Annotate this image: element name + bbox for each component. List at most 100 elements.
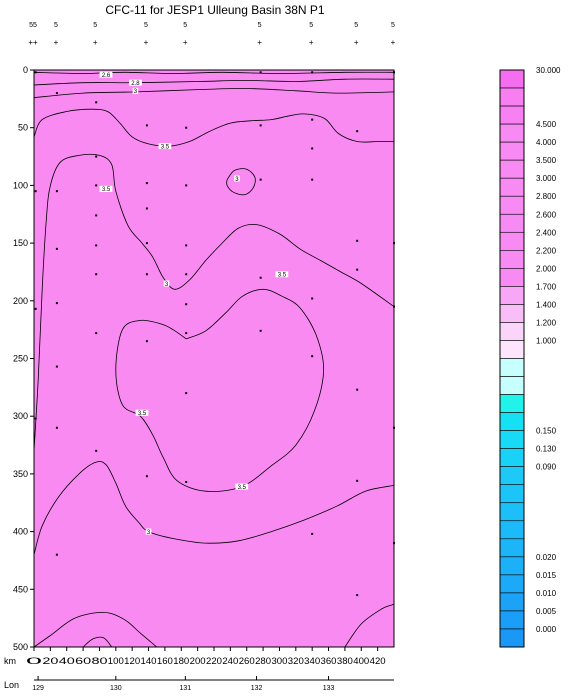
sample-point xyxy=(311,532,314,535)
sample-point xyxy=(55,302,58,305)
contour-label: 3.5 xyxy=(161,144,170,150)
lon-tick-label: 132 xyxy=(251,685,263,692)
contour-line xyxy=(82,636,113,648)
contour-label-bg xyxy=(275,271,289,278)
x-tick-label: 100 xyxy=(108,656,124,666)
plot-area xyxy=(34,70,394,647)
colorbar-label: 2.200 xyxy=(536,246,557,255)
contour-label-bg xyxy=(132,87,139,94)
colorbar-label: 2.400 xyxy=(536,228,557,237)
colorbar-swatch xyxy=(499,213,525,233)
sample-point xyxy=(259,178,262,181)
x-tick-label: 60 xyxy=(75,656,91,666)
colorbar-swatch xyxy=(499,322,525,341)
sample-point xyxy=(185,184,188,187)
sample-point xyxy=(356,479,359,482)
colorbar-label: 1.000 xyxy=(536,336,557,345)
colorbar-swatch xyxy=(499,304,525,323)
colorbar-swatch xyxy=(499,430,525,449)
chart-title: CFC-11 for JESP1 Ulleung Basin 38N P1 xyxy=(105,3,325,17)
sample-point xyxy=(55,426,58,429)
colorbar-label: 1.200 xyxy=(536,318,557,327)
contour-label-bg xyxy=(158,143,172,150)
sample-point xyxy=(95,101,98,104)
colorbar-swatch xyxy=(499,340,525,359)
sample-point xyxy=(55,190,58,193)
sample-point xyxy=(95,273,98,276)
x-tick-label: 140 xyxy=(141,656,157,666)
colorbar-swatch xyxy=(499,538,525,558)
y-tick-label: 50 xyxy=(18,123,28,133)
contour-label-bg xyxy=(129,79,142,86)
colorbar-swatch xyxy=(499,376,525,395)
sample-point xyxy=(145,207,148,210)
x-axis-label-lon: Lon xyxy=(4,680,19,690)
sample-point xyxy=(311,297,314,300)
x-tick-label: 40 xyxy=(59,656,75,666)
colorbar-swatch xyxy=(499,105,525,125)
y-tick-label: 250 xyxy=(13,354,28,364)
sample-point xyxy=(311,71,314,74)
contour-label: 3.5 xyxy=(138,411,147,417)
colorbar-swatch xyxy=(499,412,525,431)
contour-label-bg xyxy=(145,528,152,535)
contour-label: 2.6 xyxy=(102,73,111,79)
colorbar-swatch xyxy=(499,195,525,215)
x-tick-label: 80 xyxy=(91,656,107,666)
colorbar-label: 4.000 xyxy=(536,138,557,147)
sample-point xyxy=(356,130,359,133)
colorbar-swatch xyxy=(499,502,525,522)
sample-point xyxy=(55,92,58,95)
station-label: 5 xyxy=(183,22,187,29)
colorbar-label: 2.600 xyxy=(536,210,557,219)
y-tick-label: 350 xyxy=(13,469,28,479)
colorbar-label: 0.090 xyxy=(536,463,557,472)
colorbar-swatch xyxy=(499,574,525,594)
colorbar-swatch xyxy=(499,268,525,287)
x-tick-label: 240 xyxy=(222,656,238,666)
contour-line xyxy=(33,88,395,99)
colorbar-label: 0.005 xyxy=(536,607,557,616)
colorbar-swatch xyxy=(499,358,525,377)
colorbar-swatch xyxy=(499,394,525,413)
station-label: 55 xyxy=(29,22,37,29)
colorbar-label: 1.700 xyxy=(536,282,557,291)
sample-point xyxy=(259,71,262,74)
contour-line xyxy=(33,611,157,648)
sample-point xyxy=(34,417,37,420)
y-tick-label: 0 xyxy=(23,65,28,75)
contour-label-bg xyxy=(99,71,113,78)
x-tick-label: 180 xyxy=(173,656,189,666)
lon-tick-label: 131 xyxy=(180,685,192,692)
sample-point xyxy=(34,190,37,193)
sample-point xyxy=(34,307,37,310)
colorbar-label: 0.010 xyxy=(536,589,557,598)
sample-point xyxy=(145,124,148,127)
sample-point xyxy=(55,553,58,556)
colorbar-label: 0.130 xyxy=(536,445,557,454)
colorbar-label: 1.400 xyxy=(536,300,557,309)
x-tick-label: 320 xyxy=(288,656,304,666)
colorbar-swatch xyxy=(499,628,525,648)
y-tick-label: 300 xyxy=(13,411,28,421)
contour-label-bg xyxy=(135,409,149,416)
contour-line xyxy=(33,461,395,555)
colorbar-swatch xyxy=(499,484,525,504)
contour-label-bg xyxy=(99,185,113,192)
contour-label: 3 xyxy=(235,177,239,183)
station-label: 5 xyxy=(391,22,395,29)
x-axis: 0 20 40 60 80 100 120 140 160 180 200 220 240 260 280 3… xyxy=(26,647,386,666)
station-marker: ++ xyxy=(28,38,38,47)
sample-point xyxy=(259,276,262,279)
y-tick-label: 400 xyxy=(13,527,28,537)
sample-point xyxy=(145,242,148,245)
x-tick-label: 420 xyxy=(370,656,386,666)
station-marker: + xyxy=(257,38,262,47)
x-tick-label: 400 xyxy=(353,656,369,666)
sample-point xyxy=(185,332,188,335)
station-markers: ++ + + + + + + + + xyxy=(28,38,395,47)
sample-point xyxy=(34,71,37,74)
colorbar-label: 3.000 xyxy=(536,174,557,183)
sample-point xyxy=(55,247,58,250)
